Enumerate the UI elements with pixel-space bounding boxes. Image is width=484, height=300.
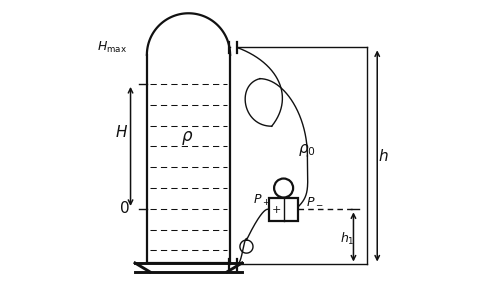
Text: $+$: $+$ — [271, 204, 281, 215]
Text: $H$: $H$ — [115, 124, 128, 140]
Text: $0$: $0$ — [119, 200, 130, 216]
Text: $H_{\mathrm{max}}$: $H_{\mathrm{max}}$ — [97, 40, 128, 55]
Text: $h$: $h$ — [378, 148, 389, 164]
Text: $P_-$: $P_-$ — [306, 194, 324, 207]
Text: $P_+$: $P_+$ — [253, 193, 270, 208]
Text: $h_1$: $h_1$ — [340, 231, 355, 247]
Text: $\rho$: $\rho$ — [181, 129, 193, 147]
Text: $\rho_0$: $\rho_0$ — [299, 142, 316, 158]
Bar — [269, 198, 299, 221]
